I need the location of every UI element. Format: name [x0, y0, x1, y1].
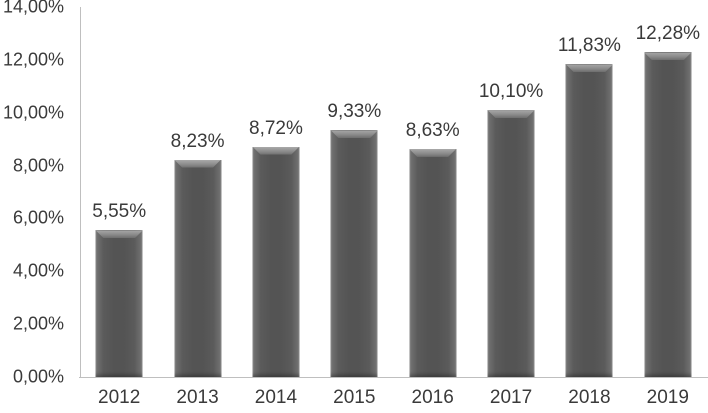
bar-top-bevel	[566, 64, 613, 72]
x-tick-label: 2019	[646, 387, 689, 408]
y-tick-label: 2,00%	[12, 313, 64, 334]
bar-value-label: 12,28%	[635, 23, 701, 45]
x-tick-label: 2014	[254, 387, 298, 408]
plot-area: 5,55% 8,23% 8,72% 9,33% 8,63% 10,10% 11,83% 12,…	[79, 7, 708, 378]
bar-2013	[174, 159, 222, 377]
y-tick-label: 10,00%	[2, 102, 64, 123]
bar-top-bevel	[331, 130, 378, 138]
bar-top-bevel	[96, 230, 143, 238]
x-tick-label: 2013	[176, 387, 219, 408]
bar-value-label: 9,33%	[327, 101, 382, 123]
x-tick-label: 2015	[333, 387, 376, 408]
bar-2012	[95, 230, 143, 377]
x-axis: 2012 2013 2014 2015 2016 2017 2018 2019	[80, 386, 707, 412]
bar-value-label: 8,72%	[249, 117, 303, 139]
bar-2018	[565, 64, 613, 377]
y-tick-label: 12,00%	[2, 49, 64, 70]
bar-2015	[330, 130, 378, 377]
bar-value-label: 8,23%	[170, 130, 225, 152]
bar-group-2018: 11,83%	[550, 7, 628, 377]
bar-group-2013: 8,23%	[158, 7, 236, 377]
x-axis-line	[79, 377, 708, 378]
bar-value-label: 11,83%	[557, 35, 621, 57]
y-tick-label: 14,00%	[2, 0, 64, 17]
bar-value-label: 5,55%	[92, 201, 147, 223]
bar-group-2019: 12,28%	[629, 7, 707, 377]
x-tick-label: 2017	[489, 387, 533, 408]
y-tick-label: 6,00%	[12, 207, 64, 228]
bar-group-2016: 8,63%	[394, 7, 472, 377]
x-tick-label: 2018	[568, 387, 611, 408]
bar-value-label: 8,63%	[405, 119, 460, 141]
y-tick-label: 0,00%	[12, 366, 64, 387]
bar-group-2012: 5,55%	[80, 7, 158, 377]
bar-group-2014: 8,72%	[237, 7, 315, 377]
bar-2016	[409, 148, 457, 377]
bar-2014	[252, 146, 300, 377]
x-tick-label: 2012	[98, 387, 141, 408]
bar-top-bevel	[174, 160, 221, 168]
bar-top-bevel	[409, 149, 456, 157]
bar-top-bevel	[644, 52, 691, 60]
y-tick-label: 8,00%	[12, 155, 64, 176]
bar-group-2017: 10,10%	[472, 7, 550, 377]
bar-top-bevel	[252, 147, 299, 155]
bar-top-bevel	[488, 110, 535, 118]
bar-group-2015: 9,33%	[315, 7, 393, 377]
y-axis: 0,00% 2,00% 4,00% 6,00% 8,00% 10,00% 12,00% 14,…	[0, 0, 64, 387]
x-tick-label: 2016	[411, 387, 454, 408]
y-tick-label: 4,00%	[12, 260, 64, 281]
bar-2017	[487, 110, 535, 377]
bar-value-label: 10,10%	[478, 81, 544, 103]
bar-2019	[644, 52, 692, 377]
y-axis-line	[80, 7, 81, 377]
